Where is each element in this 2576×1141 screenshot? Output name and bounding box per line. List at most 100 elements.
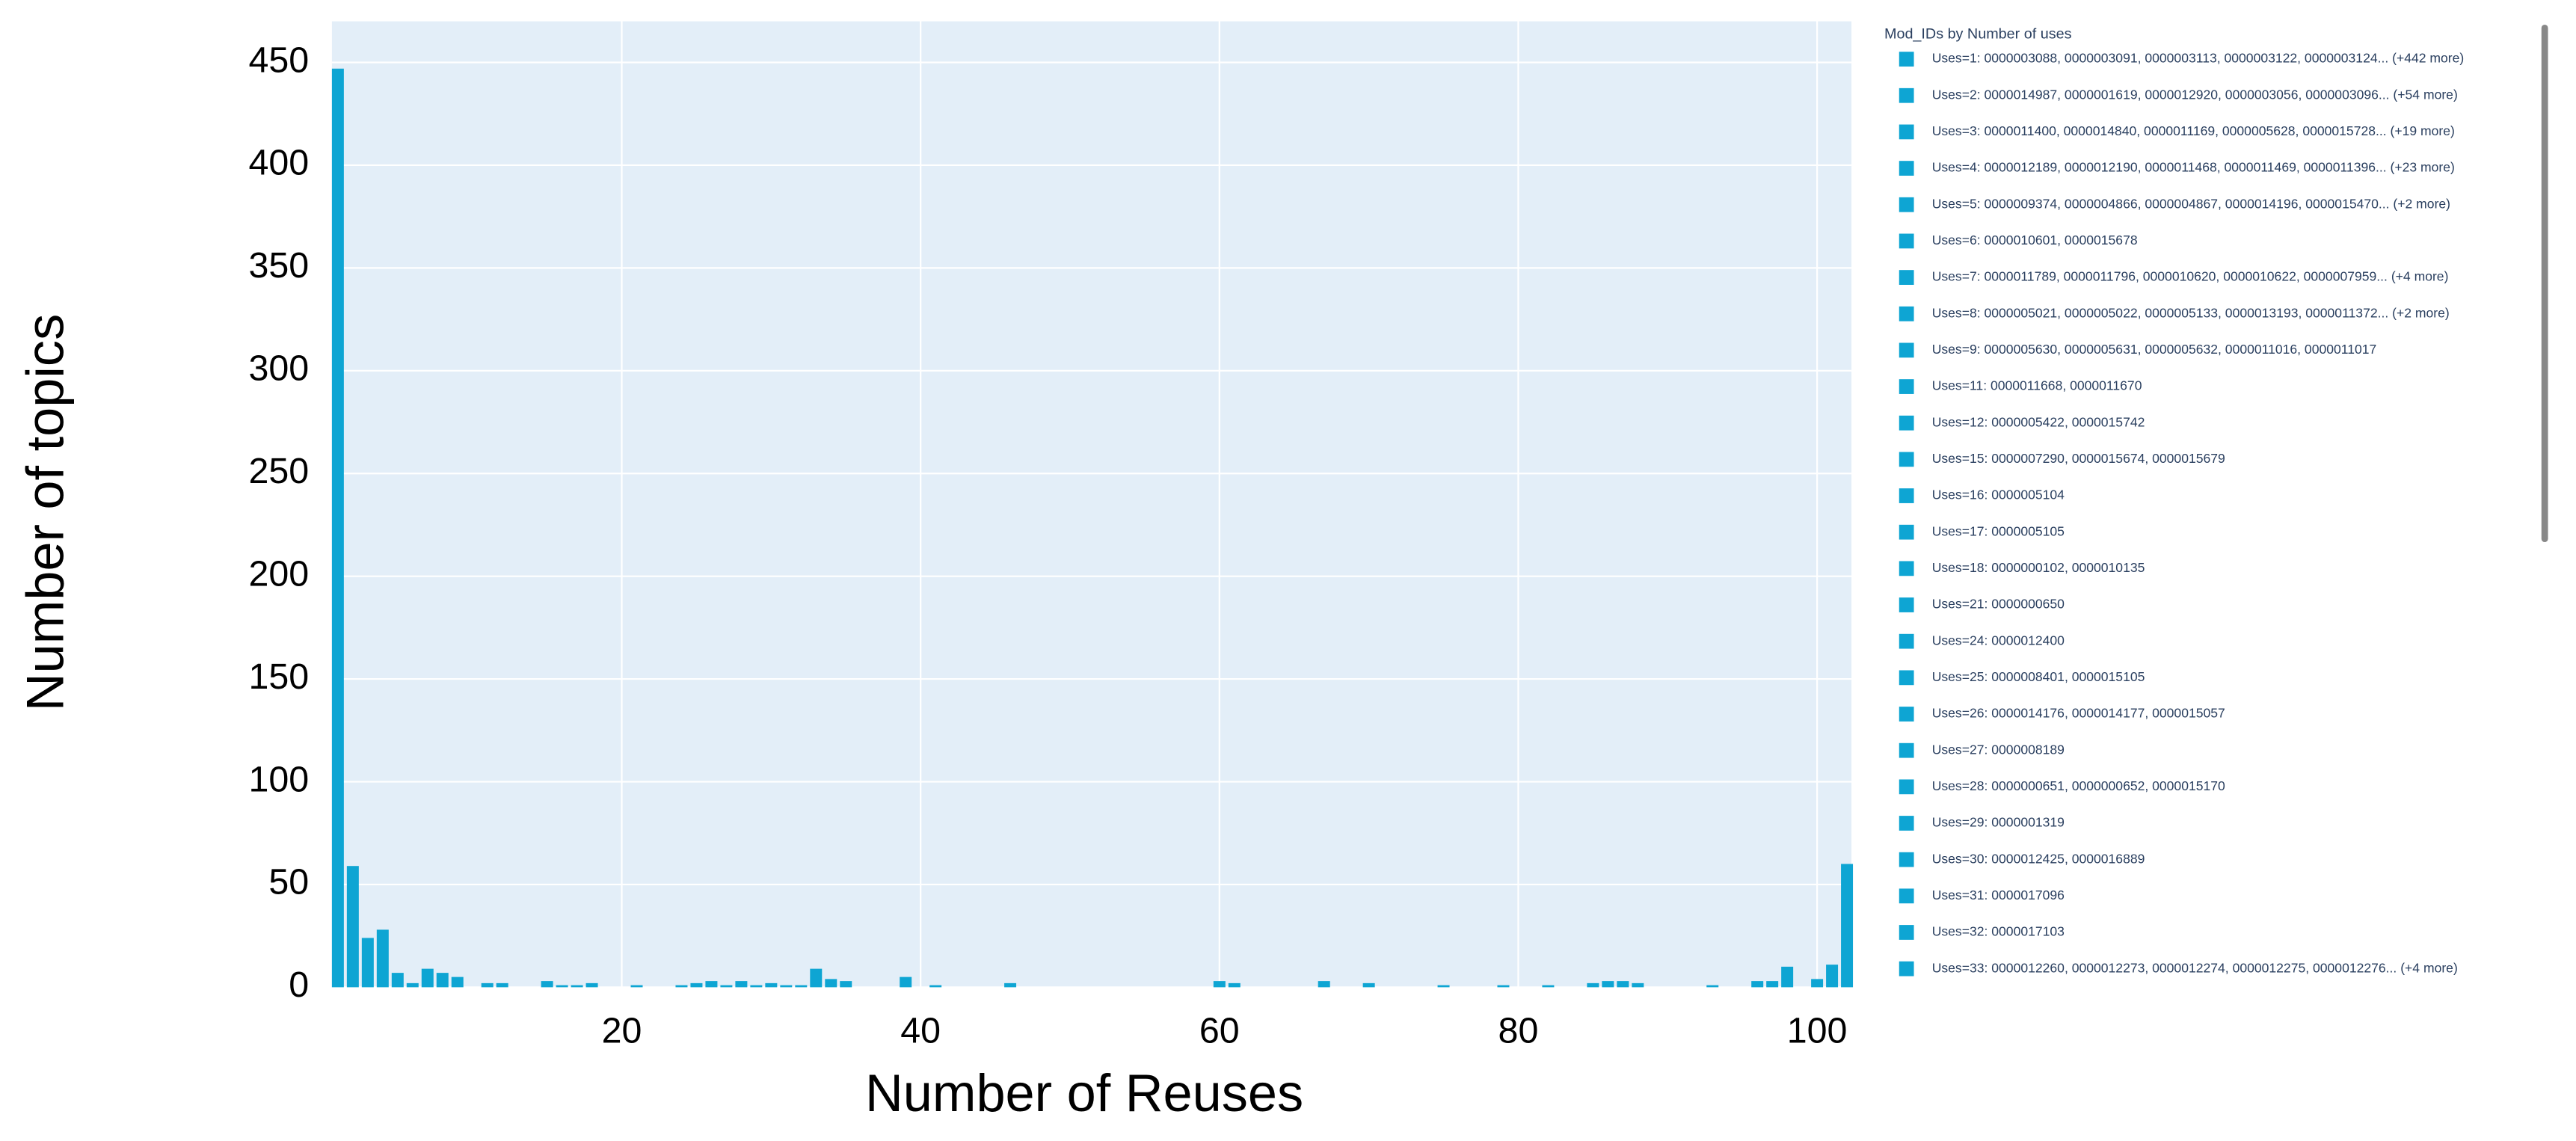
- legend-entry: Uses=11: 0000011668, 0000011670: [1932, 378, 2142, 393]
- bar: [705, 981, 718, 988]
- legend-entry: Uses=6: 0000010601, 0000015678: [1932, 233, 2138, 247]
- legend-swatch: [1899, 270, 1914, 285]
- plot-area: [331, 21, 1852, 988]
- legend-swatch: [1899, 124, 1914, 140]
- bar: [1811, 979, 1824, 988]
- legend-entry: Uses=7: 0000011789, 0000011796, 00000106…: [1932, 269, 2449, 284]
- bar: [1826, 965, 1839, 988]
- x-tick-label: 60: [1199, 1011, 1240, 1051]
- legend-swatch: [1899, 52, 1914, 67]
- bar: [1841, 864, 1854, 988]
- legend-title: Mod_IDs by Number of uses: [1884, 25, 2072, 42]
- y-tick-label: 100: [248, 759, 309, 799]
- bar: [1587, 982, 1599, 988]
- bar: [1318, 981, 1330, 988]
- y-tick-label: 350: [248, 245, 309, 286]
- legend-entry: Uses=2: 0000014987, 0000001619, 00000129…: [1932, 87, 2458, 102]
- bar: [1542, 985, 1555, 988]
- x-tick-label: 20: [602, 1011, 642, 1051]
- legend-swatch: [1899, 633, 1914, 649]
- bar: [541, 981, 553, 988]
- bar: [929, 985, 942, 988]
- legend-swatch: [1899, 415, 1914, 431]
- legend-entry: Uses=32: 0000017103: [1932, 924, 2065, 939]
- y-tick-label: 450: [248, 40, 309, 80]
- y-tick-label: 300: [248, 348, 309, 389]
- legend-swatch: [1899, 597, 1914, 612]
- bar: [481, 982, 494, 988]
- scrollbar[interactable]: [2541, 24, 2548, 542]
- bar: [1706, 985, 1719, 988]
- y-tick-label: 250: [248, 451, 309, 491]
- bar: [406, 982, 419, 988]
- legend-swatch: [1899, 561, 1914, 576]
- bar: [720, 985, 733, 988]
- legend-entry: Uses=28: 0000000651, 0000000652, 0000015…: [1932, 778, 2225, 793]
- legend-entry: Uses=29: 0000001319: [1932, 815, 2065, 830]
- y-tick-label: 50: [268, 862, 309, 902]
- legend-swatch: [1899, 742, 1914, 758]
- legend-entry: Uses=9: 0000005630, 0000005631, 00000056…: [1932, 342, 2377, 357]
- bar: [1766, 981, 1779, 988]
- legend-swatch: [1899, 779, 1914, 795]
- legend-swatch: [1899, 197, 1914, 212]
- legend-entry: Uses=30: 0000012425, 0000016889: [1932, 851, 2145, 866]
- bar: [1632, 982, 1644, 988]
- legend-swatch: [1899, 670, 1914, 686]
- bar: [585, 982, 598, 988]
- legend-entry: Uses=18: 0000000102, 0000010135: [1932, 560, 2145, 575]
- bar: [795, 985, 808, 988]
- legend-entry: Uses=17: 0000005105: [1932, 523, 2065, 538]
- legend-swatch: [1899, 816, 1914, 831]
- y-axis-title: Number of topics: [16, 314, 75, 711]
- bar: [1362, 982, 1375, 988]
- x-tick-label: 80: [1498, 1011, 1539, 1051]
- bar: [451, 977, 464, 988]
- legend-swatch: [1899, 888, 1914, 904]
- legend-swatch: [1899, 161, 1914, 176]
- bar: [630, 985, 643, 988]
- bar: [1751, 981, 1764, 988]
- legend-entry: Uses=5: 0000009374, 0000004866, 00000048…: [1932, 196, 2450, 211]
- bar: [391, 973, 404, 988]
- bar: [1497, 985, 1510, 988]
- legend-swatch: [1899, 488, 1914, 503]
- bar: [1617, 981, 1629, 988]
- legend-swatch: [1899, 961, 1914, 977]
- legend-swatch: [1899, 925, 1914, 940]
- legend-entry: Uses=3: 0000011400, 0000014840, 00000111…: [1932, 123, 2455, 138]
- legend-swatch: [1899, 524, 1914, 540]
- bar: [780, 985, 793, 988]
- bar: [1437, 985, 1450, 988]
- bar: [810, 968, 823, 988]
- legend-entry: Uses=21: 0000000650: [1932, 597, 2065, 612]
- bar: [735, 981, 748, 988]
- legend-entry: Uses=8: 0000005021, 0000005022, 00000051…: [1932, 305, 2450, 320]
- legend-entry: Uses=4: 0000012189, 0000012190, 00000114…: [1932, 160, 2455, 175]
- bar: [750, 985, 763, 988]
- legend-swatch: [1899, 87, 1914, 103]
- bar: [346, 866, 359, 988]
- bar: [421, 968, 434, 988]
- legend-entry: Uses=33: 0000012260, 0000012273, 0000012…: [1932, 960, 2458, 975]
- bar: [690, 982, 703, 988]
- legend-swatch: [1899, 707, 1914, 722]
- legend-entry: Uses=15: 0000007290, 0000015674, 0000015…: [1932, 451, 2225, 466]
- bar: [361, 938, 374, 988]
- bar: [496, 982, 508, 988]
- legend-entry: Uses=31: 0000017096: [1932, 888, 2065, 902]
- legend-entry: Uses=1: 0000003088, 0000003091, 00000031…: [1932, 51, 2465, 66]
- bar: [556, 985, 568, 988]
- legend-entry: Uses=26: 0000014176, 0000014177, 0000015…: [1932, 706, 2225, 721]
- legend-swatch: [1899, 233, 1914, 249]
- y-tick-label: 200: [248, 553, 309, 594]
- x-tick-label: 40: [900, 1011, 941, 1051]
- legend-swatch: [1899, 379, 1914, 394]
- bar: [1213, 981, 1226, 988]
- legend-swatch: [1899, 306, 1914, 322]
- legend-entry: Uses=25: 0000008401, 0000015105: [1932, 669, 2145, 684]
- y-tick-label: 0: [289, 965, 309, 1005]
- legend-swatch: [1899, 452, 1914, 467]
- y-tick-label: 150: [248, 656, 309, 697]
